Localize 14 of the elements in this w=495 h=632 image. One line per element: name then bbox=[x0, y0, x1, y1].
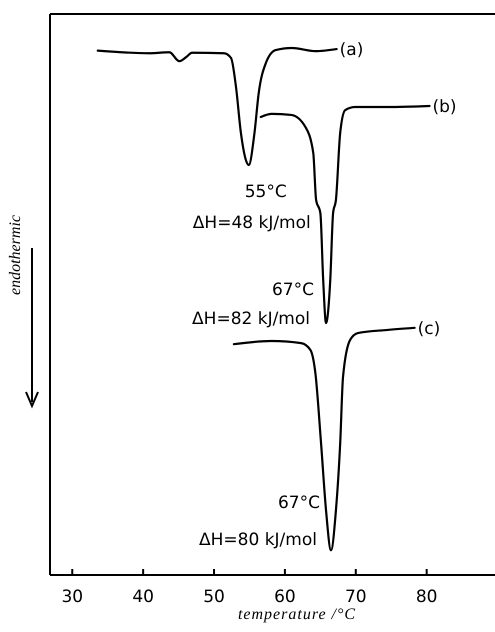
x-tick-label: 30 bbox=[61, 587, 84, 607]
x-tick-label: 40 bbox=[132, 587, 154, 607]
annotation: 67°C ΔH=82 kJ/mol bbox=[192, 280, 314, 330]
x-axis-title: temperature /°C bbox=[238, 606, 356, 623]
series-label: (b) bbox=[432, 96, 457, 117]
x-tick-label: 80 bbox=[416, 587, 438, 607]
x-tick-label: 60 bbox=[274, 587, 296, 607]
annotation: 67°C ΔH=80 kJ/mol bbox=[199, 493, 320, 550]
series-label: (a) bbox=[340, 40, 364, 60]
annotation: 55°C ΔH=48 kJ/mol bbox=[192, 182, 311, 233]
x-tick-label: 50 bbox=[203, 587, 225, 607]
y-axis-title: endothermic bbox=[7, 215, 24, 295]
x-tick-label: 70 bbox=[344, 587, 367, 607]
series-label: (c) bbox=[418, 318, 440, 339]
